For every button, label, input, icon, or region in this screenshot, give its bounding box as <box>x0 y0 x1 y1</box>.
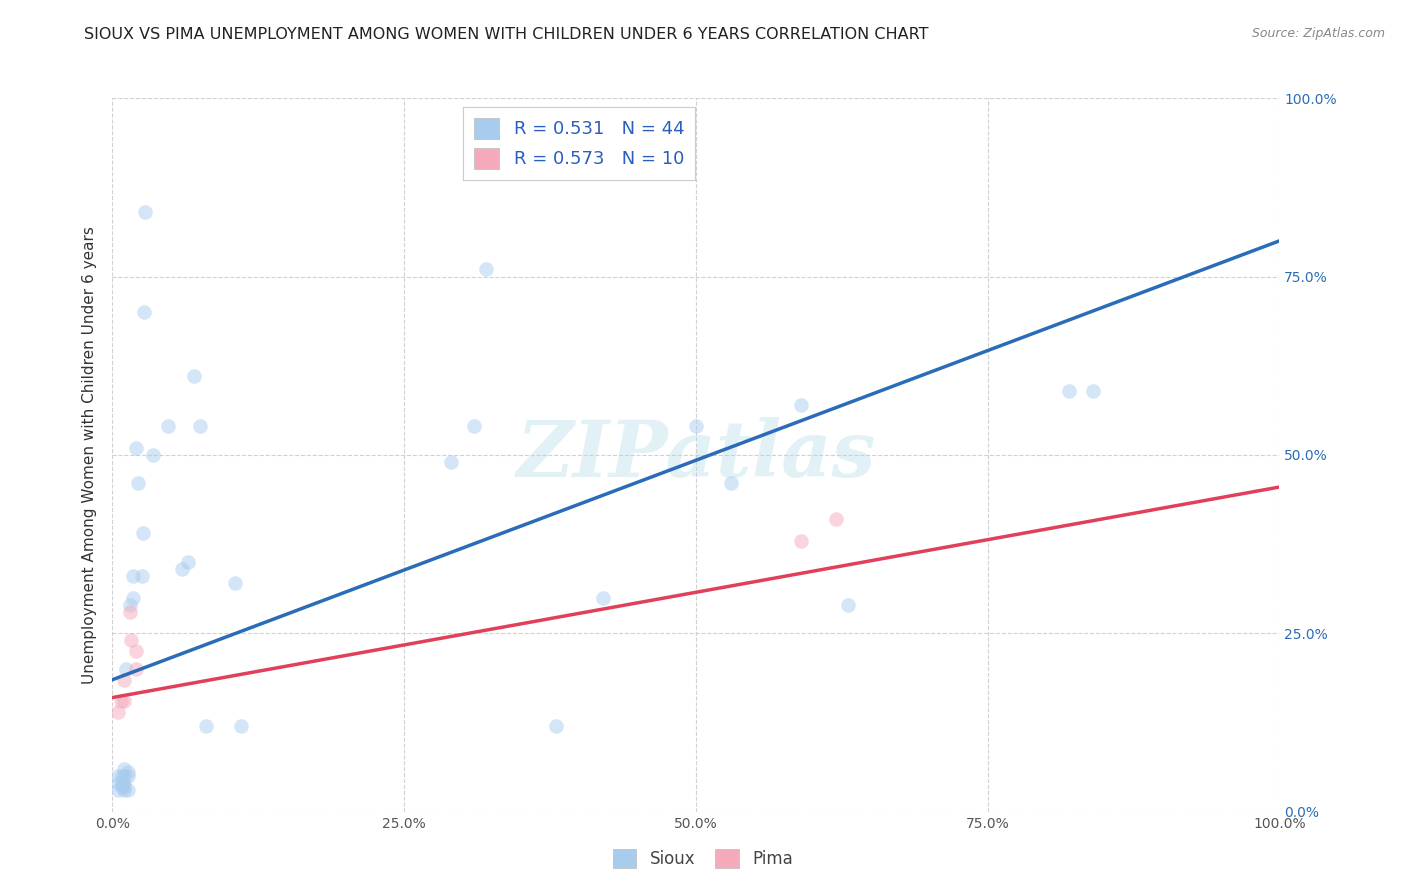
Point <box>1059 384 1081 398</box>
Point <box>118 605 141 619</box>
Point <box>229 719 252 733</box>
Point <box>120 633 142 648</box>
Point <box>194 719 217 733</box>
Point <box>592 591 614 605</box>
Point <box>188 419 211 434</box>
Point <box>125 441 148 455</box>
Point <box>125 662 148 676</box>
Point <box>837 598 859 612</box>
Y-axis label: Unemployment Among Women with Children Under 6 years: Unemployment Among Women with Children U… <box>82 226 97 684</box>
Point <box>475 262 498 277</box>
Point <box>112 762 135 776</box>
Point <box>112 783 135 797</box>
Point <box>122 591 145 605</box>
Point <box>110 694 132 708</box>
Point <box>790 398 813 412</box>
Point <box>172 562 194 576</box>
Point <box>157 419 180 434</box>
Point <box>132 305 155 319</box>
Point <box>720 476 742 491</box>
Text: SIOUX VS PIMA UNEMPLOYMENT AMONG WOMEN WITH CHILDREN UNDER 6 YEARS CORRELATION C: SIOUX VS PIMA UNEMPLOYMENT AMONG WOMEN W… <box>84 27 929 42</box>
Point <box>132 526 155 541</box>
Point <box>1081 384 1104 398</box>
Point <box>122 569 145 583</box>
Point <box>790 533 813 548</box>
Point <box>112 673 135 687</box>
Point <box>131 569 153 583</box>
Point <box>107 776 129 790</box>
Point <box>112 694 135 708</box>
Point <box>112 776 135 790</box>
Point <box>112 769 135 783</box>
Point <box>112 780 135 794</box>
Point <box>440 455 463 469</box>
Legend: R = 0.531   N = 44, R = 0.573   N = 10: R = 0.531 N = 44, R = 0.573 N = 10 <box>463 107 696 179</box>
Point <box>118 598 141 612</box>
Text: Source: ZipAtlas.com: Source: ZipAtlas.com <box>1251 27 1385 40</box>
Point <box>134 205 156 219</box>
Point <box>142 448 165 462</box>
Point <box>107 769 129 783</box>
Point <box>177 555 200 569</box>
Point <box>117 783 139 797</box>
Point <box>125 644 148 658</box>
Point <box>685 419 707 434</box>
Point <box>183 369 205 384</box>
Point <box>117 765 139 780</box>
Point <box>463 419 485 434</box>
Point <box>127 476 149 491</box>
Point <box>115 662 138 676</box>
Point <box>544 719 567 733</box>
Point <box>107 705 129 719</box>
Text: ZIPatlas: ZIPatlas <box>516 417 876 493</box>
Point <box>825 512 848 526</box>
Point <box>107 783 129 797</box>
Point <box>224 576 246 591</box>
Legend: Sioux, Pima: Sioux, Pima <box>606 842 800 875</box>
Point <box>111 776 134 790</box>
Point <box>111 780 134 794</box>
Point <box>111 769 134 783</box>
Point <box>117 769 139 783</box>
